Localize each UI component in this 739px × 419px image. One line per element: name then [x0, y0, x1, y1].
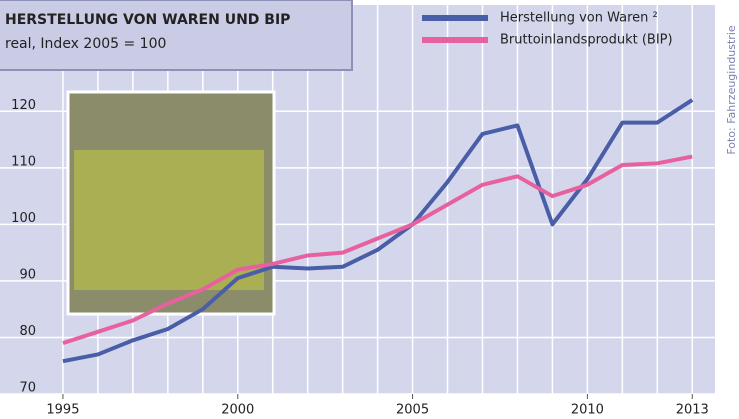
- y-tick-label: 110: [11, 154, 36, 169]
- x-tick-label: 2005: [396, 403, 429, 418]
- y-tick-label: 100: [11, 211, 36, 226]
- legend-swatch: [422, 37, 488, 43]
- x-tick-label: 1995: [46, 403, 79, 418]
- y-tick-label: 70: [19, 381, 36, 396]
- legend-label: Bruttoinlandsprodukt (BIP): [500, 33, 673, 48]
- chart: HERSTELLUNG VON WAREN UND BIP real, Inde…: [0, 0, 739, 419]
- photo-credit: Foto: Fahrzeugindustrie: [725, 25, 738, 155]
- y-tick-label: 80: [19, 324, 36, 339]
- y-tick-label: 120: [11, 98, 36, 113]
- chart-title: HERSTELLUNG VON WAREN UND BIP: [5, 12, 290, 28]
- y-tick-label: 90: [19, 267, 36, 282]
- legend-label: Herstellung von Waren ²: [500, 11, 658, 26]
- x-tick-label: 2013: [676, 403, 709, 418]
- title-box: [0, 0, 352, 70]
- chart-subtitle: real, Index 2005 = 100: [5, 36, 166, 52]
- x-tick-label: 2010: [571, 403, 604, 418]
- x-tick-label: 2000: [221, 403, 254, 418]
- legend-swatch: [422, 15, 488, 21]
- page: HERSTELLUNG VON WAREN UND BIP real, Inde…: [0, 0, 739, 419]
